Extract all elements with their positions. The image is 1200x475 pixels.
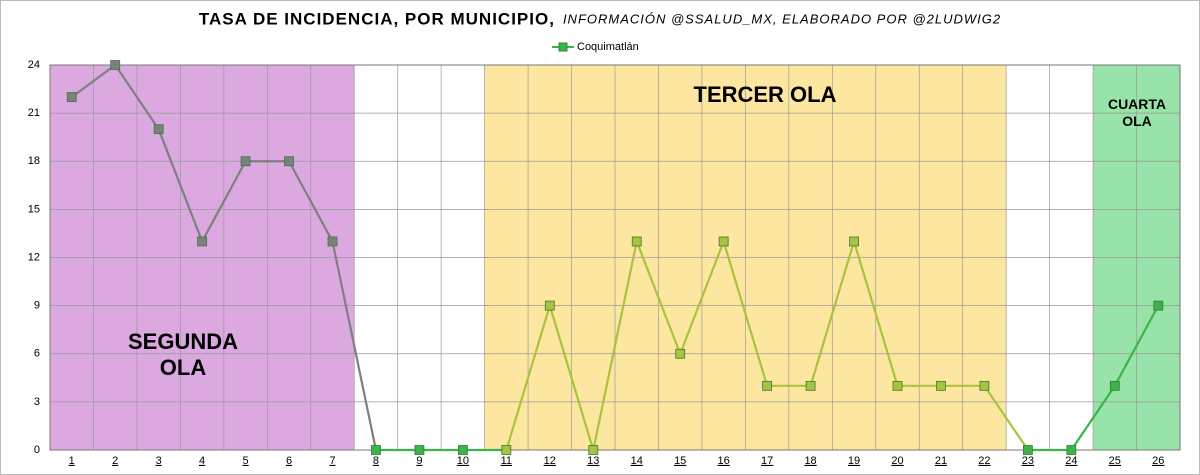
x-tick-label: 22 bbox=[978, 455, 990, 467]
x-tick-label: 7 bbox=[329, 455, 335, 467]
data-point bbox=[197, 236, 208, 247]
x-tick-label: 1 bbox=[69, 455, 75, 467]
chart-title: TASA DE INCIDENCIA, POR MUNICIPIO, bbox=[199, 9, 555, 28]
x-tick-label: 21 bbox=[935, 455, 947, 467]
wave-label: CUARTA OLA bbox=[1107, 96, 1167, 129]
data-point bbox=[762, 380, 773, 391]
line-segment bbox=[548, 305, 595, 451]
data-point bbox=[979, 380, 990, 391]
line-segment bbox=[157, 128, 204, 242]
line-segment bbox=[114, 64, 160, 130]
data-point bbox=[544, 300, 555, 311]
y-tick-label: 6 bbox=[34, 348, 40, 360]
line-segment bbox=[288, 160, 334, 242]
data-point bbox=[675, 348, 686, 359]
plot-border bbox=[49, 64, 1181, 451]
x-tick-label: 20 bbox=[891, 455, 903, 467]
data-point bbox=[501, 445, 512, 455]
data-point bbox=[631, 236, 642, 247]
data-point bbox=[805, 380, 816, 391]
data-point bbox=[66, 92, 77, 102]
data-point bbox=[153, 124, 164, 135]
x-tick-label: 19 bbox=[848, 455, 860, 467]
line-segment bbox=[679, 241, 725, 355]
legend-marker bbox=[558, 42, 568, 52]
line-segment bbox=[331, 241, 378, 451]
legend-label: Coquimatlán bbox=[577, 41, 639, 53]
x-tick-label: 25 bbox=[1109, 455, 1121, 467]
line-segment bbox=[852, 241, 899, 387]
data-point bbox=[327, 236, 338, 247]
line-segment bbox=[592, 241, 638, 451]
wave-label: SEGUNDA OLA bbox=[127, 328, 238, 380]
line-segment bbox=[809, 241, 856, 387]
y-tick-label: 3 bbox=[34, 396, 40, 408]
data-point bbox=[936, 380, 946, 391]
line-segment bbox=[635, 241, 682, 355]
x-tick-label: 18 bbox=[804, 455, 816, 467]
x-tick-label: 15 bbox=[674, 455, 686, 467]
x-tick-label: 23 bbox=[1022, 455, 1034, 467]
x-tick-label: 3 bbox=[156, 455, 162, 467]
y-tick-label: 18 bbox=[28, 155, 40, 167]
y-tick-label: 12 bbox=[28, 251, 40, 263]
x-tick-label: 6 bbox=[286, 455, 292, 467]
x-tick-label: 13 bbox=[587, 455, 599, 467]
x-tick-label: 16 bbox=[718, 455, 730, 467]
x-tick-label: 12 bbox=[544, 455, 556, 467]
x-tick-label: 4 bbox=[199, 455, 205, 467]
line-segment bbox=[1070, 385, 1116, 451]
x-tick-label: 9 bbox=[416, 455, 422, 467]
line-segment bbox=[71, 64, 116, 98]
y-tick-label: 0 bbox=[34, 444, 40, 456]
line-segment bbox=[1113, 305, 1160, 387]
data-point bbox=[371, 445, 381, 455]
wave-label: TERCER OLA bbox=[693, 82, 837, 107]
x-tick-label: 2 bbox=[112, 455, 118, 467]
line-segment bbox=[722, 241, 769, 387]
line-segment bbox=[201, 160, 247, 242]
data-point bbox=[457, 445, 468, 455]
y-tick-label: 9 bbox=[34, 300, 40, 312]
line-segment bbox=[505, 305, 551, 451]
x-tick-label: 24 bbox=[1065, 455, 1077, 467]
chart-subtitle: INFORMACIÓN @SSALUD_MX, ELABORADO POR @2… bbox=[563, 11, 1001, 26]
x-tick-label: 26 bbox=[1152, 455, 1164, 467]
y-tick-label: 21 bbox=[28, 107, 40, 119]
x-tick-label: 10 bbox=[457, 455, 469, 467]
x-tick-label: 5 bbox=[243, 455, 249, 467]
data-point bbox=[718, 236, 729, 247]
data-point bbox=[1022, 445, 1033, 455]
line-segment bbox=[983, 385, 1029, 451]
y-tick-label: 24 bbox=[28, 59, 40, 71]
data-point bbox=[1109, 380, 1120, 391]
data-point bbox=[240, 156, 251, 167]
x-tick-label: 11 bbox=[501, 455, 512, 467]
data-point bbox=[1066, 445, 1077, 455]
data-point bbox=[588, 445, 599, 455]
y-tick-label: 15 bbox=[28, 203, 40, 215]
data-point bbox=[849, 236, 859, 247]
data-point bbox=[414, 445, 425, 455]
data-point bbox=[1153, 300, 1164, 311]
x-tick-label: 14 bbox=[631, 455, 643, 467]
data-point bbox=[892, 380, 903, 391]
x-tick-label: 17 bbox=[761, 455, 773, 467]
data-point bbox=[110, 60, 121, 70]
data-point bbox=[284, 156, 294, 167]
x-tick-label: 8 bbox=[373, 455, 379, 467]
